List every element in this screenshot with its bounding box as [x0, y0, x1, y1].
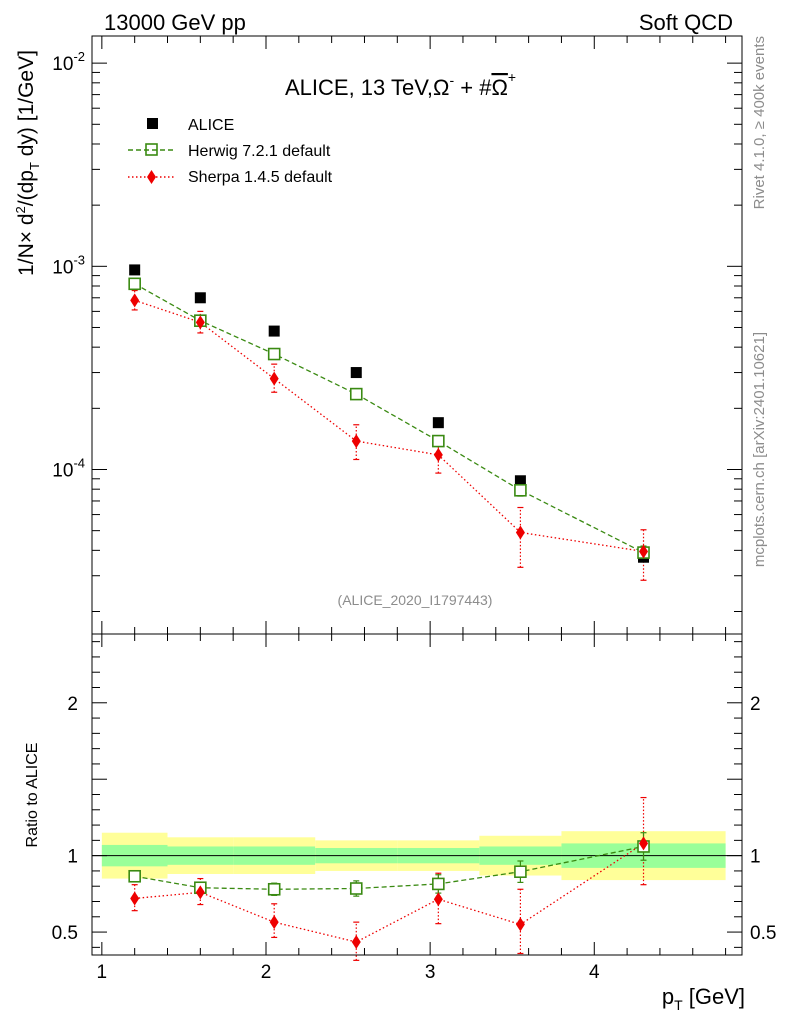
herwig-point [432, 434, 445, 448]
alice-point [268, 325, 280, 337]
ratio-herwig-point [514, 865, 527, 878]
sherpa-point [351, 434, 361, 449]
header-right: Soft QCD [639, 10, 733, 35]
main-title: ALICE, 13 TeV,Ω- + #Ω+ [285, 69, 516, 100]
sherpa-point [269, 371, 279, 386]
sherpa-point [433, 447, 443, 462]
legend-herwig-label: Herwig 7.2.1 default [188, 143, 331, 160]
ratio-y-tick-label-left: 0.5 [52, 923, 78, 944]
ratio-frame [91, 633, 743, 956]
herwig-point [349, 387, 363, 401]
axes: 1 2 3 4 10-2 10-3 10-4 0.5 0.5 1 1 2 2 [52, 35, 776, 983]
y-tick-label: 10-2 [52, 49, 85, 75]
main-ylabel: 1/N× d2/(dpT dy) [1/GeV] [13, 50, 42, 276]
alice-point [129, 264, 141, 276]
ratio-sherpa-point [269, 915, 279, 930]
x-tick-label: 4 [589, 962, 600, 983]
ratio-y-tick-label-left: 1 [67, 847, 78, 868]
x-tick-label: 1 [97, 962, 108, 983]
ratio-sherpa-point [433, 892, 443, 907]
ratio-herwig-point [432, 877, 445, 891]
legend-alice-label: ALICE [188, 117, 234, 134]
ratio-y-tick-label-right: 2 [750, 694, 761, 715]
ratio-sherpa-point [639, 836, 649, 851]
legend: ALICE Herwig 7.2.1 default Sherpa 1.4.5 … [128, 117, 333, 186]
legend-sherpa-label: Sherpa 1.4.5 default [188, 169, 333, 186]
y-tick-label: 10-3 [52, 252, 85, 278]
ratio-herwig-point [349, 882, 363, 895]
ratio-herwig-point [128, 869, 141, 883]
header-left: 13000 GeV pp [104, 10, 246, 35]
ratio-sherpa-point [130, 891, 140, 906]
alice-point [514, 475, 526, 487]
rivet-label: Rivet 4.1.0, ≥ 400k events [751, 36, 768, 209]
x-tick-label: 2 [261, 962, 272, 983]
herwig-point [128, 277, 141, 291]
sherpa-point [515, 525, 525, 540]
x-axis-label: pT [GeV] [662, 984, 745, 1013]
sherpa-point [130, 293, 140, 308]
ratio-y-tick-label-left: 2 [67, 694, 78, 715]
alice-point [194, 292, 206, 304]
data-marks [128, 264, 650, 961]
ratio-ylabel: Ratio to ALICE [24, 743, 41, 848]
ratio-bands [92, 831, 742, 881]
sherpa-point [639, 544, 649, 559]
ratio-y-tick-label-right: 1 [750, 847, 761, 868]
analysis-watermark: (ALICE_2020_I1797443) [338, 592, 493, 608]
mcplots-label: mcplots.cern.ch [arXiv:2401.10621] [751, 332, 768, 567]
x-tick-label: 3 [425, 962, 436, 983]
ratio-y-tick-label-right: 0.5 [750, 923, 776, 944]
alice-point [350, 367, 362, 379]
legend-sherpa-marker [147, 170, 156, 184]
legend-herwig-marker [145, 143, 158, 156]
alice-point [432, 417, 444, 429]
ratio-herwig-point [267, 882, 281, 896]
ratio-sherpa-point [351, 935, 361, 950]
ratio-sherpa-point [195, 885, 205, 900]
herwig-point [514, 483, 527, 497]
herwig-line [134, 283, 644, 554]
legend-alice-marker [147, 118, 158, 129]
ratio-sherpa-point [515, 917, 525, 932]
sherpa-point [195, 315, 205, 330]
y-tick-label: 10-4 [52, 455, 85, 481]
herwig-point [267, 347, 281, 361]
